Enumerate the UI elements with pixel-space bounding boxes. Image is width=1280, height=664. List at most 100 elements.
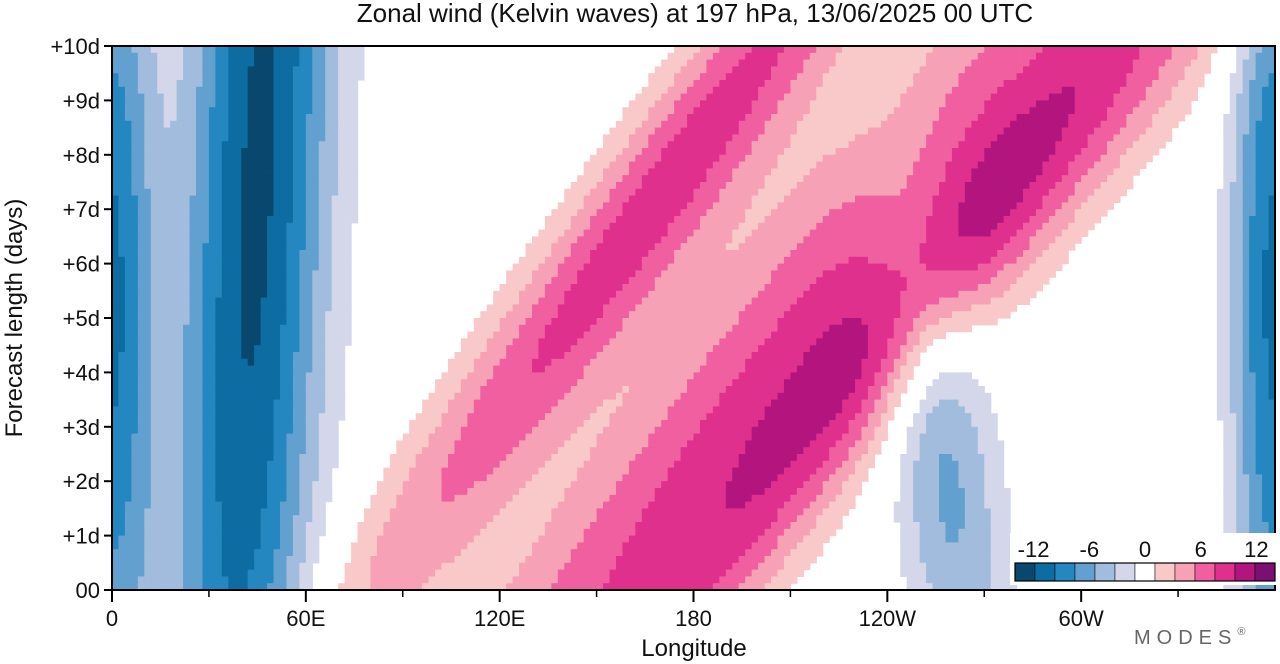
- heat-cell: [887, 73, 895, 81]
- heat-cell: [803, 46, 811, 54]
- heat-cell: [867, 284, 876, 292]
- heat-cell: [228, 195, 236, 203]
- heat-cell: [499, 284, 507, 292]
- heat-cell: [964, 182, 972, 190]
- heat-cell: [544, 263, 552, 271]
- heat-cell: [615, 154, 624, 163]
- heat-cell: [654, 284, 662, 292]
- heat-cell: [603, 243, 611, 251]
- heat-cell: [221, 263, 229, 271]
- heat-cell: [635, 256, 643, 265]
- heat-cell: [325, 168, 333, 176]
- heat-cell: [1139, 114, 1147, 122]
- heat-cell: [745, 202, 753, 210]
- heat-cell: [318, 93, 326, 101]
- heat-cell: [1042, 100, 1050, 108]
- heat-cell: [247, 270, 255, 278]
- heat-cell: [687, 284, 695, 292]
- heat-cell: [822, 127, 830, 135]
- heat-cell: [1242, 188, 1250, 197]
- heat-cell: [790, 148, 798, 156]
- heat-cell: [1010, 127, 1018, 135]
- heat-cell: [706, 175, 714, 183]
- heat-cell: [648, 270, 656, 278]
- heat-cell: [570, 250, 578, 258]
- heat-cell: [215, 46, 223, 54]
- heat-cell: [919, 120, 927, 129]
- heat-cell: [583, 216, 591, 224]
- heat-cell: [1165, 66, 1173, 74]
- heat-cell: [163, 182, 171, 190]
- heat-cell: [596, 290, 604, 299]
- heat-cell: [1016, 148, 1024, 156]
- heat-cell: [163, 107, 171, 115]
- heat-cell: [1081, 59, 1089, 67]
- heat-cell: [1061, 46, 1069, 54]
- heat-cell: [221, 182, 229, 190]
- heat-cell: [887, 107, 895, 115]
- heat-cell: [279, 93, 288, 101]
- heat-cell: [919, 277, 927, 285]
- heat-cell: [900, 236, 908, 244]
- heat-cell: [176, 73, 184, 81]
- heat-cell: [842, 73, 850, 81]
- heat-cell: [112, 100, 120, 108]
- heat-cell: [603, 134, 611, 142]
- heat-cell: [945, 93, 953, 101]
- heat-cell: [1249, 114, 1257, 122]
- heat-cell: [170, 236, 178, 244]
- heat-cell: [732, 46, 740, 54]
- heat-cell: [764, 182, 772, 190]
- heat-cell: [603, 209, 611, 217]
- heat-cell: [228, 134, 236, 142]
- heat-cell: [822, 100, 830, 108]
- heat-cell: [654, 270, 662, 278]
- heat-cell: [531, 284, 540, 292]
- heat-cell: [131, 229, 139, 237]
- heat-cell: [279, 86, 288, 95]
- heat-cell: [228, 297, 236, 305]
- heat-cell: [977, 243, 985, 251]
- heat-cell: [667, 73, 675, 81]
- heat-cell: [751, 86, 759, 95]
- heat-cell: [809, 52, 817, 61]
- heat-cell: [829, 209, 837, 217]
- heat-cell: [887, 263, 895, 271]
- heat-cell: [745, 154, 753, 163]
- heat-cell: [1068, 52, 1076, 61]
- heat-cell: [1048, 134, 1056, 142]
- heat-cell: [926, 161, 934, 169]
- heat-cell: [919, 134, 927, 142]
- heat-cell: [732, 154, 740, 163]
- heat-cell: [699, 120, 708, 129]
- heat-cell: [557, 250, 565, 258]
- heat-cell: [906, 66, 914, 74]
- heat-cell: [738, 46, 746, 54]
- heat-cell: [1119, 175, 1127, 183]
- heat-cell: [764, 277, 772, 285]
- heat-cell: [338, 168, 346, 176]
- heat-cell: [596, 188, 604, 197]
- heat-cell: [1068, 107, 1076, 115]
- heat-cell: [137, 59, 145, 67]
- heat-cell: [674, 297, 682, 305]
- heat-cell: [867, 141, 876, 149]
- heat-cell: [1087, 107, 1095, 115]
- heat-cell: [1249, 290, 1257, 299]
- heat-cell: [687, 188, 695, 197]
- heat-cell: [176, 250, 184, 258]
- heat-cell: [254, 290, 262, 299]
- heat-cell: [357, 59, 365, 67]
- heat-cell: [1055, 250, 1063, 258]
- heat-cell: [176, 127, 184, 135]
- heat-cell: [228, 188, 236, 197]
- heat-cell: [1165, 52, 1173, 61]
- heat-cell: [228, 277, 236, 285]
- heat-cell: [725, 120, 733, 129]
- heat-cell: [732, 86, 740, 95]
- heat-cell: [170, 216, 178, 224]
- heat-cell: [1023, 93, 1031, 101]
- heat-cell: [939, 290, 947, 299]
- heat-cell: [628, 154, 636, 163]
- heat-cell: [318, 73, 326, 81]
